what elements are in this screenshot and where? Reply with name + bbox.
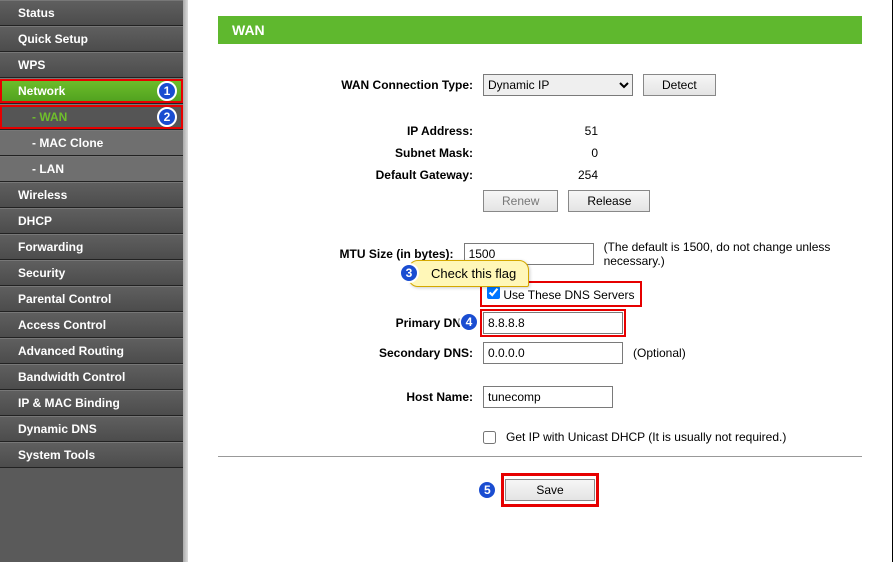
use-dns-label: Use These DNS Servers xyxy=(503,288,634,302)
sidebar-item-wireless[interactable]: Wireless xyxy=(0,182,183,208)
sidebar-item-bandwidth-control[interactable]: Bandwidth Control xyxy=(0,364,183,390)
sidebar-item-advanced-routing[interactable]: Advanced Routing xyxy=(0,338,183,364)
host-input[interactable] xyxy=(483,386,613,408)
unicast-checkbox[interactable] xyxy=(483,431,496,444)
mtu-note: (The default is 1500, do not change unle… xyxy=(604,240,862,268)
sidebar-item--mac-clone[interactable]: - MAC Clone xyxy=(0,130,183,156)
secondary-dns-input[interactable] xyxy=(483,342,623,364)
sidebar-item-dhcp[interactable]: DHCP xyxy=(0,208,183,234)
badge-2: 2 xyxy=(157,107,177,127)
unicast-label: Get IP with Unicast DHCP (It is usually … xyxy=(506,430,786,444)
badge-5: 5 xyxy=(477,480,497,500)
detect-button[interactable]: Detect xyxy=(643,74,716,96)
sidebar-item-ip-mac-binding[interactable]: IP & MAC Binding xyxy=(0,390,183,416)
sidebar-item-wps[interactable]: WPS xyxy=(0,52,183,78)
sidebar-item-access-control[interactable]: Access Control xyxy=(0,312,183,338)
page-title: WAN xyxy=(218,16,862,44)
sidebar-item-security[interactable]: Security xyxy=(0,260,183,286)
renew-button[interactable]: Renew xyxy=(483,190,558,212)
gw-label: Default Gateway: xyxy=(218,168,483,182)
primary-dns-input[interactable] xyxy=(483,312,623,334)
save-button[interactable]: Save xyxy=(505,479,594,501)
sidebar-item-system-tools[interactable]: System Tools xyxy=(0,442,183,468)
release-button[interactable]: Release xyxy=(568,190,650,212)
sidebar-item--wan[interactable]: - WAN2 xyxy=(0,104,183,130)
main-panel: WAN WAN Connection Type: Dynamic IP Dete… xyxy=(188,0,892,562)
sidebar-item-parental-control[interactable]: Parental Control xyxy=(0,286,183,312)
badge-1: 1 xyxy=(157,81,177,101)
divider-line xyxy=(218,456,862,457)
sidebar-item-dynamic-dns[interactable]: Dynamic DNS xyxy=(0,416,183,442)
secondary-dns-label: Secondary DNS: xyxy=(218,346,483,360)
mask-label: Subnet Mask: xyxy=(218,146,483,160)
ip-value: 51 xyxy=(483,124,598,138)
primary-dns-label: Primary DNS: xyxy=(218,316,483,330)
host-label: Host Name: xyxy=(218,390,483,404)
gw-value: 254 xyxy=(483,168,598,182)
sidebar-item-forwarding[interactable]: Forwarding xyxy=(0,234,183,260)
conn-type-label: WAN Connection Type: xyxy=(218,78,483,92)
optional-note: (Optional) xyxy=(633,346,686,360)
tooltip-check-flag: 3 Check this flag xyxy=(408,260,529,287)
sidebar-item-quick-setup[interactable]: Quick Setup xyxy=(0,26,183,52)
conn-type-select[interactable]: Dynamic IP xyxy=(483,74,633,96)
mtu-label: MTU Size (in bytes): xyxy=(218,247,464,261)
sidebar-item-status[interactable]: Status xyxy=(0,0,183,26)
sidebar-item-network[interactable]: Network1 xyxy=(0,78,183,104)
use-dns-checkbox[interactable] xyxy=(487,286,500,299)
sidebar-item--lan[interactable]: - LAN xyxy=(0,156,183,182)
ip-label: IP Address: xyxy=(218,124,483,138)
mask-value: 0 xyxy=(483,146,598,160)
sidebar: StatusQuick SetupWPSNetwork1- WAN2- MAC … xyxy=(0,0,183,562)
